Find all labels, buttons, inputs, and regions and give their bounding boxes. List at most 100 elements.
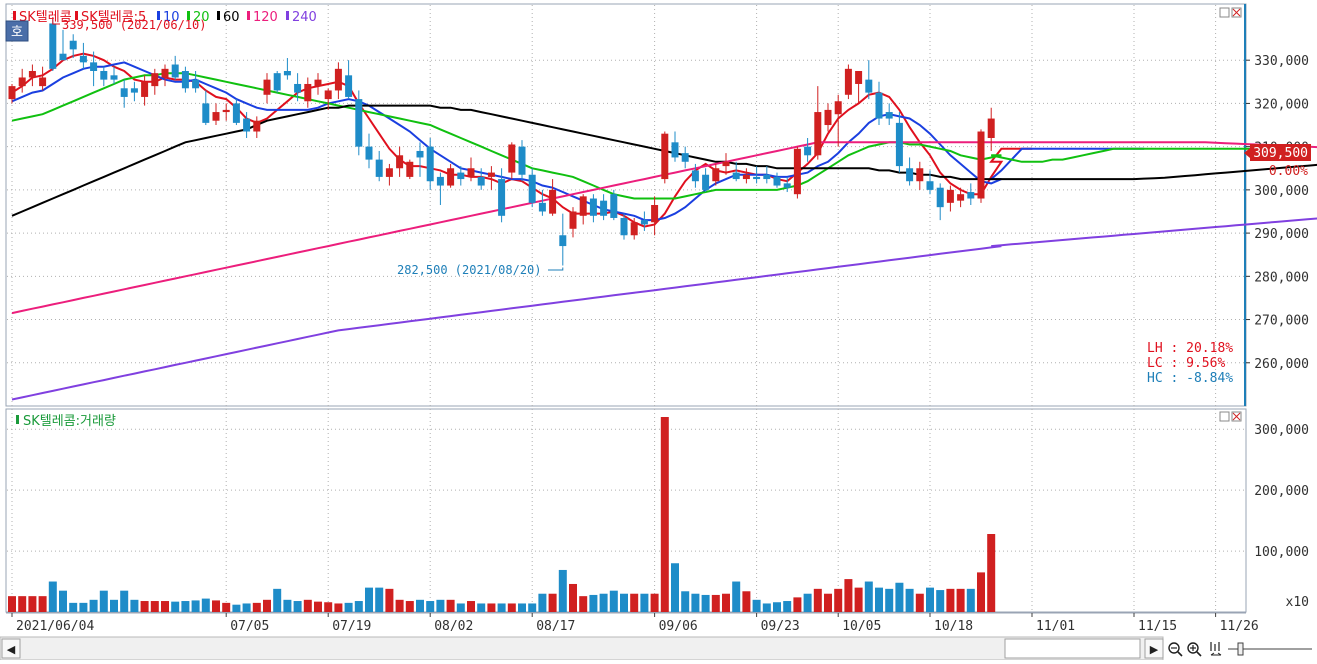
volume-bar (181, 601, 190, 612)
candle-body (610, 194, 618, 218)
volume-bar (752, 599, 761, 612)
candle-body (232, 103, 240, 123)
price-tick-label: 270,000 (1254, 314, 1309, 329)
stat-line: LC : 9.56% (1147, 356, 1225, 371)
candle-body (569, 211, 577, 229)
date-tick-label: 11/15 (1138, 619, 1177, 634)
volume-bar (875, 587, 883, 612)
candle-body (814, 112, 822, 156)
hoga-button[interactable] (5, 20, 29, 42)
date-tick-label: 07/19 (332, 619, 371, 634)
bar-count-icon[interactable] (1210, 642, 1222, 656)
volume-bar (895, 582, 904, 612)
candle-body (702, 174, 710, 190)
candle-body (671, 142, 679, 158)
volume-bar (793, 597, 802, 612)
candle-body (834, 101, 842, 115)
candle-body (436, 176, 444, 186)
candle-body (804, 146, 812, 156)
legend-item: 240 (292, 10, 317, 25)
volume-bar (507, 603, 516, 612)
candle-body (396, 155, 404, 169)
candle-body (936, 187, 944, 208)
candle-body (538, 202, 546, 212)
candle-body (926, 181, 934, 190)
volume-bar (956, 588, 965, 612)
zoom-out-icon[interactable] (1168, 642, 1183, 657)
high-price-annotation: 339,500 (2021/06/10) (62, 18, 207, 32)
volume-bar (130, 599, 139, 612)
volume-bar (314, 601, 322, 612)
volume-bar (569, 583, 577, 612)
volume-bar (426, 601, 435, 612)
volume-bar (660, 417, 669, 612)
candle-body (895, 122, 903, 167)
volume-bar (28, 596, 37, 612)
candle-body (824, 109, 832, 126)
volume-bar (711, 594, 720, 612)
scroll-left-arrow: ◀ (7, 643, 16, 656)
volume-bar (528, 603, 537, 612)
candle-body (691, 170, 699, 182)
zoom-toolbar (1168, 642, 1312, 657)
candle-body (365, 146, 373, 160)
candle-body (192, 79, 200, 89)
candle-body (487, 172, 495, 177)
price-tick-label: 300,000 (1254, 184, 1309, 199)
scrollbar-track[interactable] (0, 636, 1164, 661)
candle-body (549, 189, 557, 214)
candle-body (712, 168, 720, 182)
volume-bar (344, 602, 353, 612)
zoom-slider[interactable] (1228, 642, 1312, 656)
volume-bar (334, 603, 343, 612)
volume-bar (487, 603, 496, 612)
volume-title: SK텔레콤:거래량 (23, 414, 116, 429)
volume-bar (589, 594, 598, 612)
volume-bar (365, 587, 373, 612)
volume-bar (650, 593, 659, 612)
candle-body (763, 174, 771, 180)
candle-body (620, 217, 628, 236)
volume-bar (150, 601, 159, 612)
price-tick-label: 290,000 (1254, 227, 1309, 242)
volume-panel (5, 408, 1247, 613)
candle-body (773, 176, 781, 186)
volume-bar (640, 593, 649, 612)
candle-body (253, 120, 261, 132)
scroll-right-button[interactable] (1144, 638, 1164, 659)
volume-unit-label: x10 (1286, 595, 1309, 610)
vol-panel-restore-button[interactable] (1219, 411, 1230, 422)
volume-bar (222, 602, 231, 612)
scroll-thumb[interactable] (1004, 638, 1141, 659)
candle-body (589, 198, 597, 216)
volume-bar (885, 588, 894, 612)
candle-body (120, 88, 128, 97)
candle-body (518, 146, 526, 175)
volume-bar (936, 590, 945, 612)
candle-body (243, 118, 251, 132)
candle-body (640, 220, 648, 225)
high-arrow (52, 17, 60, 25)
candle-body (375, 159, 383, 177)
volume-bar (446, 599, 455, 612)
price-tick-label: 330,000 (1254, 54, 1309, 69)
volume-bar (283, 599, 292, 612)
volume-bar (436, 599, 445, 612)
candle-body (334, 68, 342, 91)
volume-bar (140, 601, 149, 612)
volume-bar (467, 601, 475, 612)
candle-body (732, 172, 740, 180)
candle-body (416, 150, 424, 158)
date-tick-label: 11/01 (1036, 619, 1075, 634)
zoom-in-icon[interactable] (1187, 642, 1202, 657)
panel-restore-button[interactable] (1219, 7, 1230, 18)
scroll-left-button[interactable] (1, 638, 21, 659)
volume-bar (620, 593, 628, 612)
candle-body (600, 200, 608, 216)
candle-body (324, 90, 332, 100)
volume-bar (854, 587, 863, 612)
candle-body (783, 183, 791, 188)
candle-body (222, 109, 230, 113)
volume-bar (354, 601, 363, 612)
